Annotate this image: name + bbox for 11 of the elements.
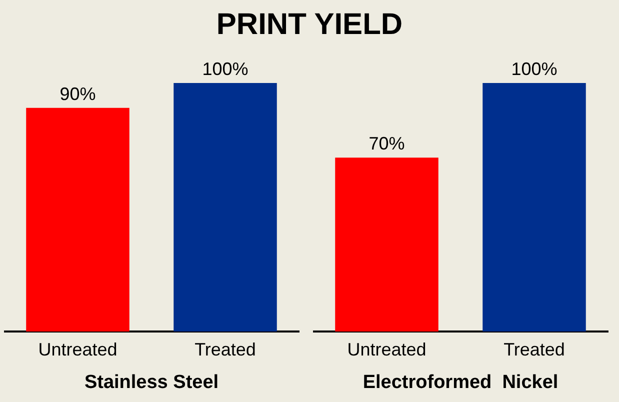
x-tick-label: Treated [194,339,256,360]
data-label: 100% [202,58,248,79]
x-axis-title: Electroformed Nickel [362,372,558,393]
x-tick-label: Untreated [347,339,426,360]
data-label: 100% [511,58,558,79]
data-label: 70% [368,134,405,154]
x-tick-label: Untreated [38,339,118,360]
data-label: 90% [60,84,96,104]
x-axis-title: Stainless Steel [84,372,219,393]
x-tick-label: Treated [504,339,565,360]
chart-title: PRINT YIELD [215,7,404,43]
